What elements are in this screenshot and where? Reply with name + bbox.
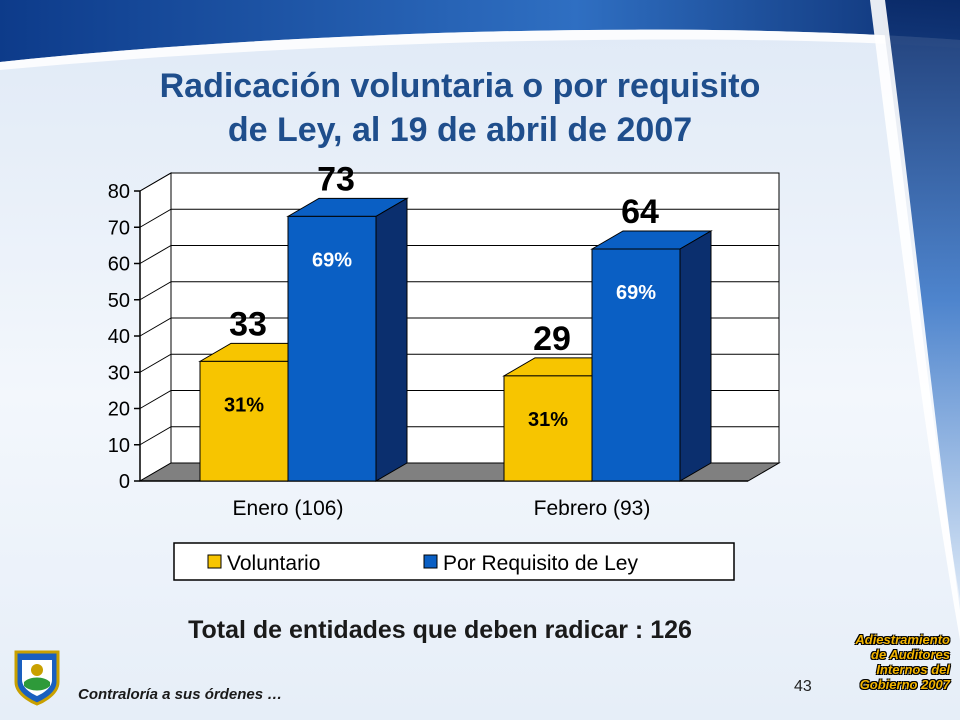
bar [286, 197, 409, 482]
x-category-label: Febrero (93) [534, 497, 651, 520]
bar-value-label: 33 [229, 305, 267, 343]
y-tick-label: 40 [108, 326, 130, 348]
gridline [139, 208, 779, 228]
y-tick-label: 70 [108, 217, 130, 239]
y-tick-label: 60 [108, 254, 130, 276]
bar-front-face [591, 248, 681, 482]
contraloria-seal-icon [14, 650, 60, 706]
bar-percent-label: 31% [528, 409, 568, 431]
chart-labels: 33 31% 73 69% 29 31% 64 69% [224, 160, 659, 431]
legend-swatch [207, 554, 222, 569]
footer-right-line: Internos del [876, 662, 950, 677]
footer-motto: Contraloría a sus órdenes … [78, 686, 283, 703]
y-tick-label: 10 [108, 435, 130, 457]
bar-front-face [503, 375, 593, 482]
footer-right-line: Adiestramiento [855, 632, 950, 647]
legend-label: Por Requisito de Ley [443, 552, 638, 575]
y-tick-label: 50 [108, 290, 130, 312]
legend-box [173, 542, 735, 581]
footer-right-line: de Auditores [871, 647, 950, 662]
legend-swatch [423, 554, 438, 569]
title-line-2: de Ley, al 19 de abril de 2007 [227, 111, 693, 149]
total-entities-text: Total de entidades que deben radicar : 1… [188, 616, 692, 644]
bar [590, 230, 713, 482]
gridline [139, 245, 779, 264]
chart-legend: Voluntario Por Requisito de Ley [173, 542, 735, 581]
gridline [139, 172, 779, 192]
footer-program-name: Adiestramiento de Auditores Internos del… [810, 632, 950, 692]
page-number: 43 [794, 678, 812, 695]
bar-value-label: 64 [621, 193, 659, 231]
bar-front-face [199, 360, 289, 482]
bar-side-face [375, 197, 408, 482]
y-tick-label: 30 [108, 362, 130, 384]
bar-side-face [679, 230, 712, 482]
title-line-1: Radicación voluntaria o por requisito [159, 67, 761, 105]
y-tick-label: 0 [119, 471, 130, 493]
bar-percent-label: 69% [616, 282, 656, 304]
gridline [139, 353, 779, 373]
footer-right-line: Gobierno 2007 [859, 677, 950, 692]
y-tick-label: 20 [108, 399, 130, 421]
slide-title: Radicación voluntaria o por requisito de… [60, 64, 860, 152]
chart-axes: 0 10 20 30 40 50 60 70 80 Enero (106) Febrero (93) [108, 181, 748, 520]
bar-percent-label: 69% [312, 249, 352, 271]
x-category-label: Enero (106) [233, 497, 344, 520]
chart-bars [198, 197, 713, 482]
legend-label: Voluntario [227, 552, 320, 575]
y-tick-label: 80 [108, 181, 130, 203]
bar-front-face [287, 215, 377, 482]
bar-value-label: 73 [317, 160, 355, 198]
gridline [139, 317, 779, 337]
bar-value-label: 29 [533, 320, 571, 358]
bar-percent-label: 31% [224, 394, 264, 416]
gridline [139, 281, 779, 301]
